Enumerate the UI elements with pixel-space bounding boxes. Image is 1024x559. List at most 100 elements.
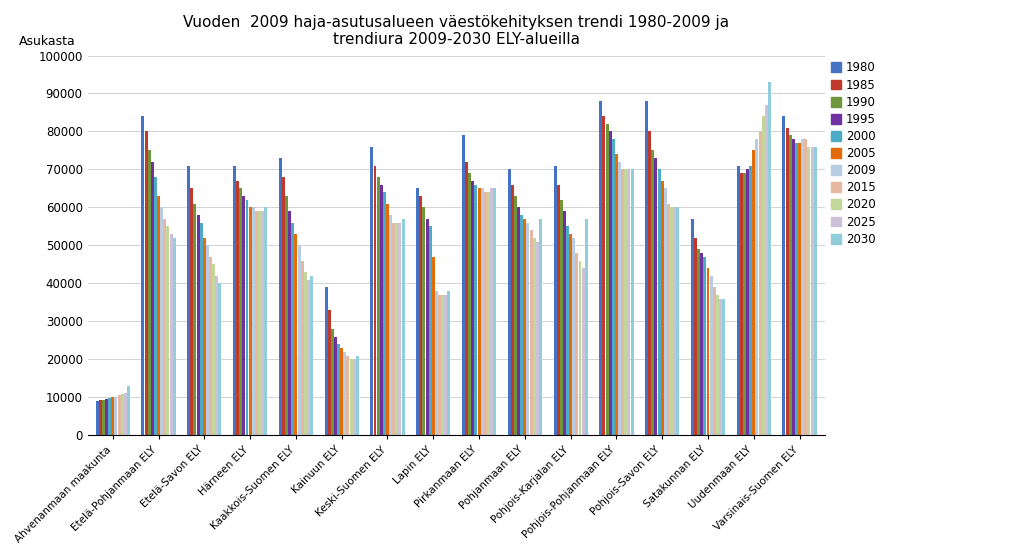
Bar bbox=[483, 192, 486, 435]
Bar bbox=[523, 219, 526, 435]
Bar bbox=[572, 238, 575, 435]
Bar bbox=[429, 226, 432, 435]
Bar bbox=[243, 196, 246, 435]
Bar bbox=[694, 238, 697, 435]
Bar bbox=[707, 268, 710, 435]
Bar bbox=[109, 398, 112, 435]
Bar bbox=[282, 177, 285, 435]
Bar bbox=[288, 211, 291, 435]
Bar bbox=[625, 169, 628, 435]
Bar bbox=[554, 165, 556, 435]
Bar bbox=[441, 295, 444, 435]
Bar bbox=[808, 146, 810, 435]
Bar bbox=[697, 249, 700, 435]
Bar bbox=[615, 154, 617, 435]
Bar bbox=[444, 295, 447, 435]
Bar bbox=[352, 359, 355, 435]
Bar bbox=[788, 135, 792, 435]
Bar bbox=[782, 116, 785, 435]
Bar bbox=[118, 395, 121, 435]
Bar bbox=[435, 291, 438, 435]
Bar bbox=[611, 139, 614, 435]
Bar bbox=[536, 241, 539, 435]
Bar bbox=[490, 188, 493, 435]
Bar bbox=[529, 230, 532, 435]
Bar bbox=[801, 139, 804, 435]
Bar bbox=[383, 192, 386, 435]
Bar bbox=[349, 359, 352, 435]
Bar bbox=[389, 215, 392, 435]
Bar bbox=[95, 401, 98, 435]
Bar bbox=[423, 207, 425, 435]
Bar bbox=[585, 219, 588, 435]
Bar bbox=[811, 146, 813, 435]
Bar bbox=[526, 222, 529, 435]
Bar bbox=[746, 169, 749, 435]
Bar bbox=[566, 226, 569, 435]
Bar bbox=[700, 253, 703, 435]
Bar bbox=[582, 268, 585, 435]
Bar bbox=[304, 272, 307, 435]
Bar bbox=[691, 219, 694, 435]
Bar bbox=[703, 257, 707, 435]
Bar bbox=[756, 139, 759, 435]
Bar bbox=[508, 169, 511, 435]
Bar bbox=[258, 211, 261, 435]
Bar bbox=[206, 245, 209, 435]
Bar bbox=[631, 169, 634, 435]
Bar bbox=[468, 173, 471, 435]
Y-axis label: Asukasta: Asukasta bbox=[18, 35, 76, 48]
Bar bbox=[334, 337, 337, 435]
Bar bbox=[618, 162, 621, 435]
Bar bbox=[167, 226, 169, 435]
Bar bbox=[814, 146, 817, 435]
Bar bbox=[331, 329, 334, 435]
Bar bbox=[279, 158, 282, 435]
Bar bbox=[346, 356, 349, 435]
Bar bbox=[291, 222, 294, 435]
Bar bbox=[608, 131, 611, 435]
Bar bbox=[753, 150, 756, 435]
Bar bbox=[602, 116, 605, 435]
Bar bbox=[804, 139, 807, 435]
Bar bbox=[605, 124, 608, 435]
Bar bbox=[648, 131, 651, 435]
Bar bbox=[719, 299, 722, 435]
Bar bbox=[654, 158, 657, 435]
Bar bbox=[419, 196, 422, 435]
Bar bbox=[295, 234, 297, 435]
Bar bbox=[240, 188, 243, 435]
Bar bbox=[398, 222, 401, 435]
Bar bbox=[190, 188, 194, 435]
Bar bbox=[200, 222, 203, 435]
Bar bbox=[144, 131, 147, 435]
Bar bbox=[237, 181, 240, 435]
Bar bbox=[301, 260, 304, 435]
Bar bbox=[377, 177, 380, 435]
Bar bbox=[438, 295, 441, 435]
Bar bbox=[328, 310, 331, 435]
Bar bbox=[713, 287, 716, 435]
Bar bbox=[673, 207, 676, 435]
Bar bbox=[462, 135, 465, 435]
Bar bbox=[798, 143, 801, 435]
Bar bbox=[539, 219, 542, 435]
Bar bbox=[432, 257, 435, 435]
Bar bbox=[416, 188, 419, 435]
Bar bbox=[557, 184, 560, 435]
Bar bbox=[447, 291, 451, 435]
Bar bbox=[337, 344, 340, 435]
Bar bbox=[371, 146, 374, 435]
Bar bbox=[750, 165, 753, 435]
Bar bbox=[401, 219, 404, 435]
Bar bbox=[660, 181, 664, 435]
Bar bbox=[517, 207, 520, 435]
Bar bbox=[474, 184, 477, 435]
Bar bbox=[710, 276, 713, 435]
Bar bbox=[98, 400, 101, 435]
Bar bbox=[563, 211, 566, 435]
Bar bbox=[795, 143, 798, 435]
Bar bbox=[173, 238, 176, 435]
Bar bbox=[579, 260, 582, 435]
Bar bbox=[343, 352, 346, 435]
